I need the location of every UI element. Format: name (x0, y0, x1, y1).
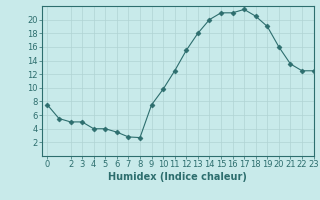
X-axis label: Humidex (Indice chaleur): Humidex (Indice chaleur) (108, 172, 247, 182)
